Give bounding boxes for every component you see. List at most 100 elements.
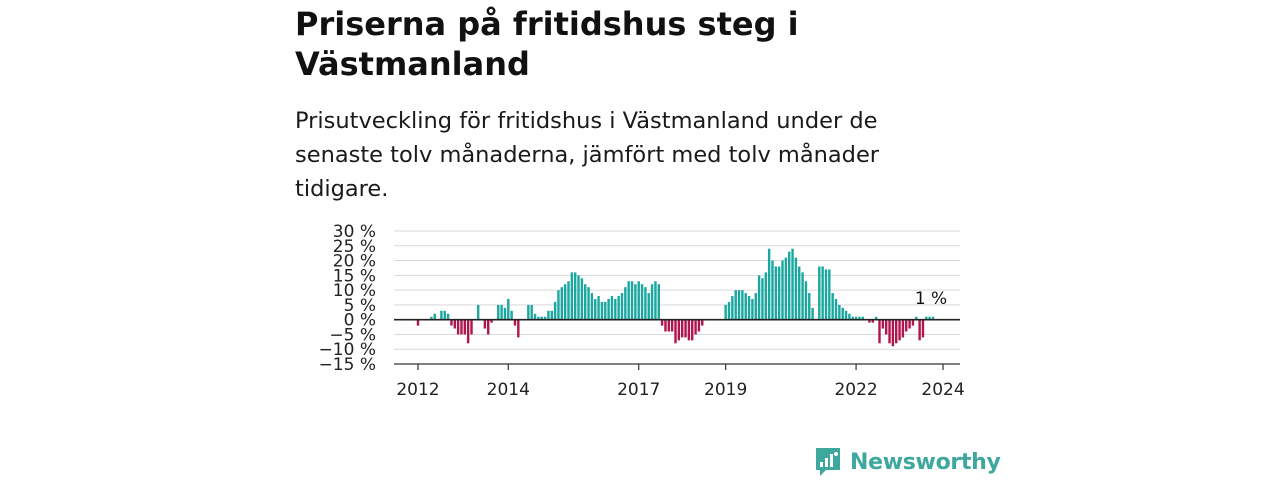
bar	[848, 313, 851, 320]
bar	[670, 319, 674, 332]
bar	[774, 266, 778, 320]
bar	[497, 304, 500, 320]
bar	[540, 316, 543, 320]
bar	[757, 275, 761, 320]
bar	[650, 284, 654, 320]
bar	[617, 296, 620, 320]
bar	[560, 287, 564, 320]
bar	[674, 319, 677, 344]
bar	[811, 307, 814, 320]
bar	[527, 304, 530, 320]
bar	[550, 310, 553, 320]
bar	[898, 319, 901, 341]
bar	[584, 284, 587, 320]
bar	[453, 319, 456, 329]
bar	[928, 316, 931, 320]
bar	[737, 290, 741, 320]
bar	[433, 313, 436, 320]
bar	[553, 301, 557, 320]
bar	[871, 319, 875, 323]
y-tick-label: 25 %	[333, 237, 376, 257]
bar	[821, 266, 824, 320]
bar	[731, 296, 734, 320]
bar	[908, 319, 911, 329]
bar	[604, 301, 607, 320]
bar	[751, 298, 754, 320]
bar	[834, 298, 838, 320]
bar	[567, 281, 570, 320]
bar	[884, 319, 888, 335]
x-tick-label: 2012	[396, 380, 439, 400]
bar	[644, 287, 647, 320]
bar	[440, 310, 443, 320]
bar	[630, 281, 634, 320]
bar	[905, 319, 908, 332]
y-tick-label: 20 %	[333, 252, 376, 272]
bar	[466, 319, 470, 344]
bar	[858, 316, 861, 320]
bar	[597, 296, 600, 320]
bar	[777, 266, 781, 320]
y-tick-label: 30 %	[333, 222, 376, 242]
bar	[483, 319, 487, 329]
bar	[637, 281, 640, 320]
bar	[911, 319, 915, 326]
bar	[691, 319, 694, 341]
bar	[533, 313, 537, 320]
bar	[747, 296, 751, 320]
bar	[727, 301, 731, 320]
bar	[587, 287, 590, 320]
bar	[557, 290, 560, 320]
bar	[787, 251, 791, 320]
newsworthy-brand[interactable]: Newsworthy	[814, 445, 1001, 479]
bar	[443, 310, 446, 320]
bar	[761, 278, 764, 320]
bar	[463, 319, 467, 335]
bar	[697, 319, 701, 332]
bar	[657, 284, 660, 320]
bar	[680, 319, 684, 338]
bar	[851, 316, 854, 320]
bar	[744, 293, 747, 320]
bar	[724, 304, 727, 320]
bar	[915, 316, 918, 320]
y-tick-label: 15 %	[333, 266, 376, 286]
bar	[844, 310, 848, 320]
bar	[507, 298, 510, 320]
bar	[430, 316, 433, 320]
bar	[450, 319, 453, 326]
bar	[627, 281, 630, 320]
x-tick-label: 2024	[921, 380, 964, 400]
bar	[831, 293, 834, 320]
last-value-label: 1 %	[915, 289, 947, 309]
bar	[764, 272, 767, 320]
bar	[600, 301, 604, 320]
newsworthy-logo-icon	[816, 448, 840, 476]
bar	[647, 293, 650, 320]
bar	[694, 319, 697, 335]
bar	[624, 287, 627, 320]
bar	[577, 275, 580, 320]
y-tick-label: −15 %	[319, 355, 376, 375]
bar	[888, 319, 891, 344]
bar	[828, 269, 831, 320]
bar	[456, 319, 460, 335]
bar	[513, 319, 517, 326]
bar	[895, 319, 898, 344]
x-tick-label: 2014	[487, 380, 530, 400]
bar	[654, 281, 657, 320]
bar	[446, 313, 450, 320]
chart-title: Priserna på fritidshus steg i Västmanlan…	[295, 5, 799, 83]
bar	[801, 272, 804, 320]
bar	[804, 281, 808, 320]
bar	[580, 278, 584, 320]
bar	[667, 319, 671, 332]
bar	[543, 316, 547, 320]
bar	[784, 257, 788, 320]
bar	[781, 260, 784, 320]
bar	[838, 304, 841, 320]
bar-chart: 30 %25 %20 %15 %10 %5 %0 %−5 %−10 %−15 %…	[319, 222, 965, 400]
bar	[824, 269, 828, 320]
bar	[868, 319, 871, 323]
bar	[874, 316, 878, 320]
